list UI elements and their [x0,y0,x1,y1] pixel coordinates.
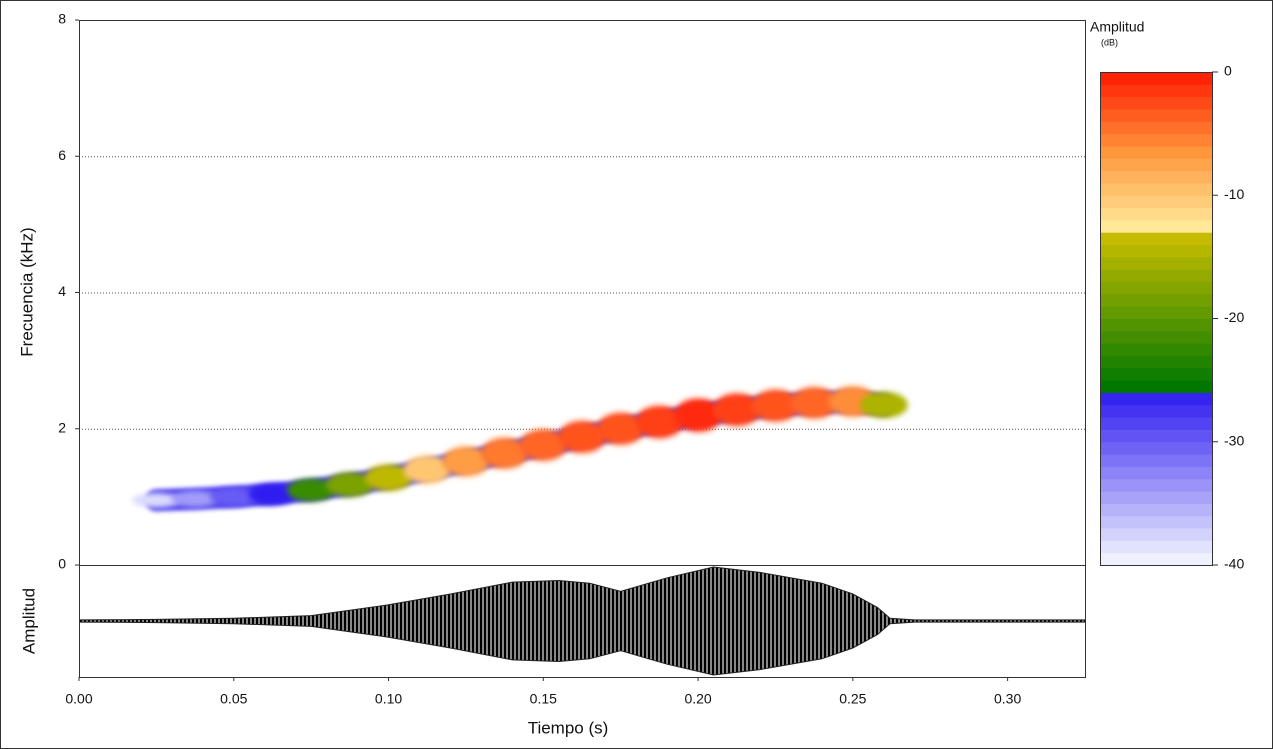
ridge-point [325,472,374,498]
ridge-point [751,389,800,422]
colorbar-band [1100,355,1212,369]
ridge-point [209,487,258,507]
colorbar-band [1100,478,1212,492]
x-tick-label: 0.30 [994,691,1021,707]
colorbar-band [1100,392,1212,406]
colorbar-band [1100,145,1212,159]
colorbar-band [1100,528,1212,541]
ridge-point [171,490,220,508]
colorbar-band [1100,108,1212,122]
colorbar-title: Amplitud [1090,19,1144,35]
colorbar-band [1100,219,1212,233]
ridge-point [132,492,181,508]
colorbar-tick-label: 0 [1224,63,1232,79]
colorbar-band [1100,503,1212,517]
plot-frame [79,20,1086,678]
colorbar-band [1100,466,1212,480]
x-tick-label: 0.10 [375,691,402,707]
ridge-point [403,455,452,485]
colorbar-band [1100,158,1212,172]
colorbar-band [1100,343,1212,356]
y-tick-label: 6 [58,147,66,163]
colorbar-band [1100,207,1212,221]
colorbar-band [1100,540,1212,554]
colorbar-band [1100,195,1212,209]
colorbar-band [1100,170,1212,184]
waveform-upper [78,566,1085,621]
colorbar-tick-label: -30 [1224,432,1244,448]
ridge-point [441,446,490,477]
colorbar-band [1100,293,1212,307]
waveform-lower [78,621,1085,676]
ridge-point [248,483,297,505]
ridge-point [674,398,723,432]
colorbar-tick-label: -20 [1224,309,1244,325]
colorbar-band [1100,121,1212,135]
colorbar-band [1100,367,1212,381]
colorbar-band [1100,256,1212,270]
colorbar-band [1100,96,1212,110]
ridge-point [635,405,684,439]
ridge-point [364,464,413,492]
x-tick-label: 0.25 [839,691,866,707]
colorbar-band [1100,244,1212,258]
x-axis-label: Tiempo (s) [528,718,609,737]
y-tick-label: 0 [58,556,66,572]
colorbar-band [1100,182,1212,196]
colorbar-band [1100,417,1212,430]
x-tick-label: 0.20 [684,691,711,707]
x-tick-label: 0.00 [65,691,92,707]
colorbar-band [1100,318,1212,332]
ridge-point [596,412,645,445]
colorbar-tick-label: -40 [1224,556,1244,572]
ridge-point [558,420,606,454]
colorbar-band [1100,133,1212,147]
colorbar-band [1100,515,1212,529]
ridge-point [790,386,839,419]
ridge-point [519,429,568,462]
colorbar-band [1100,441,1212,455]
ridge-point [859,391,908,419]
waveform-label: Amplitud [19,588,38,654]
x-tick-label: 0.05 [220,691,247,707]
colorbar-band [1100,269,1212,283]
x-tick-label: 0.15 [530,691,557,707]
colorbar-band [1100,491,1212,504]
colorbar-band [1100,330,1212,344]
colorbar-band [1100,380,1212,393]
ridge-point [480,437,529,470]
ridge-point [287,478,336,502]
colorbar-band [1100,281,1212,295]
y-axis-label: Frecuencia (kHz) [17,227,36,356]
y-tick-label: 8 [58,11,66,27]
colorbar-unit: (dB) [1101,37,1118,47]
colorbar-band [1100,72,1212,85]
colorbar-band [1100,454,1212,467]
colorbar-band [1100,84,1212,98]
colorbar-band [1100,552,1212,566]
y-tick-label: 4 [58,283,66,299]
colorbar-tick-label: -10 [1224,186,1244,202]
colorbar-band [1100,429,1212,443]
colorbar-band [1100,232,1212,246]
colorbar-band [1100,306,1212,319]
ridge-point [712,393,761,427]
colorbar-band [1100,404,1212,418]
y-tick-label: 2 [58,419,66,435]
